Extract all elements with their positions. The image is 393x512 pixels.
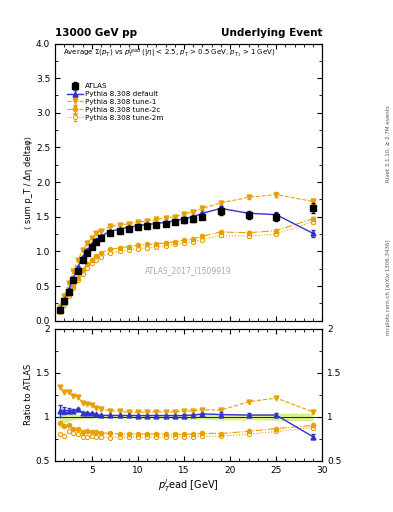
Text: Underlying Event: Underlying Event xyxy=(221,28,322,38)
X-axis label: $p_T^l$ead [GeV]: $p_T^l$ead [GeV] xyxy=(158,477,219,494)
Y-axis label: Ratio to ATLAS: Ratio to ATLAS xyxy=(24,364,33,425)
Legend: ATLAS, Pythia 8.308 default, Pythia 8.308 tune-1, Pythia 8.308 tune-2c, Pythia 8: ATLAS, Pythia 8.308 default, Pythia 8.30… xyxy=(67,83,164,121)
Text: Rivet 3.1.10, ≥ 2.7M events: Rivet 3.1.10, ≥ 2.7M events xyxy=(386,105,391,182)
Text: ATLAS_2017_I1509919: ATLAS_2017_I1509919 xyxy=(145,266,232,275)
Text: mcplots.cern.ch [arXiv:1306.3436]: mcplots.cern.ch [arXiv:1306.3436] xyxy=(386,239,391,334)
Text: 13000 GeV pp: 13000 GeV pp xyxy=(55,28,137,38)
Y-axis label: ⟨ sum p_T / Δη deltaφ⟩: ⟨ sum p_T / Δη deltaφ⟩ xyxy=(24,136,33,228)
Text: Average $\Sigma(p_T)$ vs $p_T^{lead}$ ($|\eta|$ < 2.5, $p_T$ > 0.5 GeV, $p_{T_1}: Average $\Sigma(p_T)$ vs $p_T^{lead}$ ($… xyxy=(63,46,275,59)
